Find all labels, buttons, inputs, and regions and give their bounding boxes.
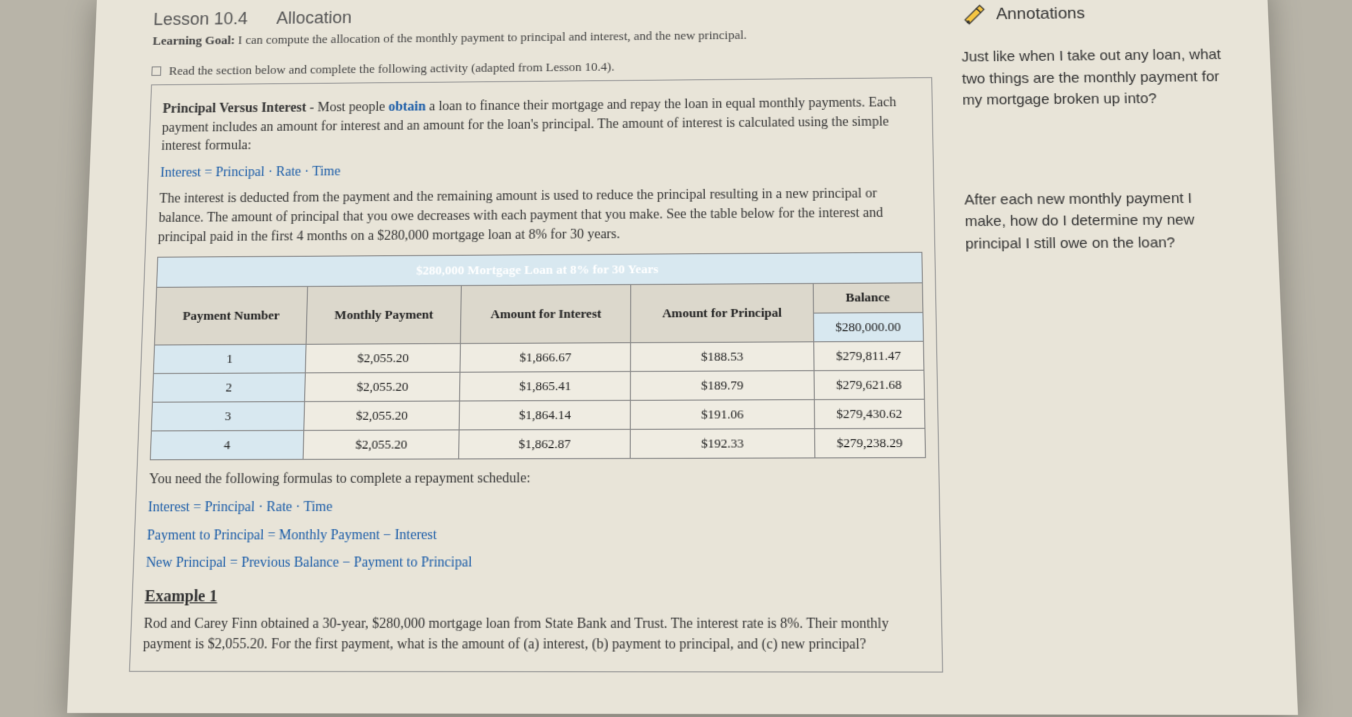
annotation-note-2: After each new monthly payment I make, h… xyxy=(964,188,1238,256)
lesson-number: Lesson 10.4 xyxy=(153,9,248,30)
col-amount-interest: Amount for Interest xyxy=(461,285,632,343)
table-row: 1 $2,055.20 $1,866.67 $188.53 $279,811.4… xyxy=(153,341,923,373)
table-row: 3 $2,055.20 $1,864.14 $191.06 $279,430.6… xyxy=(151,400,925,432)
annotation-note-1: Just like when I take out any loan, what… xyxy=(961,45,1232,112)
cell: 2 xyxy=(152,373,305,402)
annotations-heading: Annotations xyxy=(960,0,1228,28)
obtain-keyword: obtain xyxy=(388,100,425,115)
learning-goal: Learning Goal: I can compute the allocat… xyxy=(152,26,931,49)
cell: $279,430.62 xyxy=(814,400,925,430)
table-title: $280,000 Mortgage Loan at 8% for 30 Year… xyxy=(157,253,923,288)
formulas-intro: You need the following formulas to compl… xyxy=(149,469,927,491)
pencil-icon xyxy=(960,1,988,28)
cell: $192.33 xyxy=(631,429,815,459)
goal-label: Learning Goal: xyxy=(152,33,235,48)
cell: $188.53 xyxy=(631,342,814,372)
cell: $279,621.68 xyxy=(814,370,925,400)
p1a: - Most people xyxy=(309,101,388,116)
cell: $191.06 xyxy=(631,400,815,430)
cell: $2,055.20 xyxy=(303,430,459,460)
formula-interest: Interest = Principal · Rate · Time xyxy=(148,497,927,518)
cell: $189.79 xyxy=(631,371,814,401)
cell: 1 xyxy=(153,344,306,373)
checkbox-icon xyxy=(151,67,161,77)
content-box: Principal Versus Interest - Most people … xyxy=(129,77,943,673)
lesson-topic: Allocation xyxy=(276,8,352,29)
cell: $2,055.20 xyxy=(305,372,460,402)
cell: $279,811.47 xyxy=(813,341,924,371)
example-heading: Example 1 xyxy=(144,586,928,609)
interest-formula: Interest = Principal · Rate · Time xyxy=(160,158,921,183)
table-row: 4 $2,055.20 $1,862.87 $192.33 $279,238.2… xyxy=(150,429,925,461)
cell: $1,865.41 xyxy=(460,372,631,402)
col-payment-number: Payment Number xyxy=(155,287,308,345)
formula-payment-principal: Payment to Principal = Monthly Payment −… xyxy=(147,525,928,546)
goal-text: I can compute the allocation of the mont… xyxy=(238,28,747,47)
main-column: Lesson 10.4 Allocation Learning Goal: I … xyxy=(129,2,944,684)
cell: $1,864.14 xyxy=(459,401,631,431)
annotations-label: Annotations xyxy=(996,4,1085,24)
table-header-row: Payment Number Monthly Payment Amount fo… xyxy=(156,283,923,316)
formula-new-principal: New Principal = Previous Balance − Payme… xyxy=(146,553,928,574)
col-amount-principal: Amount for Principal xyxy=(631,284,813,343)
section-title: Principal Versus Interest xyxy=(162,101,306,117)
cell: $1,866.67 xyxy=(460,343,631,373)
annotations-column: Annotations Just like when I take out an… xyxy=(951,0,1255,684)
instruction-text: Read the section below and complete the … xyxy=(169,59,615,78)
cell: $2,055.20 xyxy=(305,344,460,374)
cell: 4 xyxy=(150,431,304,461)
example-text: Rod and Carey Finn obtained a 30-year, $… xyxy=(143,615,930,656)
principal-vs-interest-p2: The interest is deducted from the paymen… xyxy=(158,185,923,247)
cell: $279,238.29 xyxy=(814,429,925,459)
mortgage-table: $280,000 Mortgage Loan at 8% for 30 Year… xyxy=(150,252,926,461)
col-balance: Balance xyxy=(813,283,923,312)
initial-balance: $280,000.00 xyxy=(813,312,923,342)
cell: $1,862.87 xyxy=(459,430,631,460)
cell: 3 xyxy=(151,402,304,432)
principal-vs-interest-p1: Principal Versus Interest - Most people … xyxy=(161,94,921,157)
textbook-page: Lesson 10.4 Allocation Learning Goal: I … xyxy=(67,0,1298,716)
cell: $2,055.20 xyxy=(304,401,460,431)
col-monthly-payment: Monthly Payment xyxy=(306,286,461,344)
table-row: 2 $2,055.20 $1,865.41 $189.79 $279,621.6… xyxy=(152,370,924,402)
